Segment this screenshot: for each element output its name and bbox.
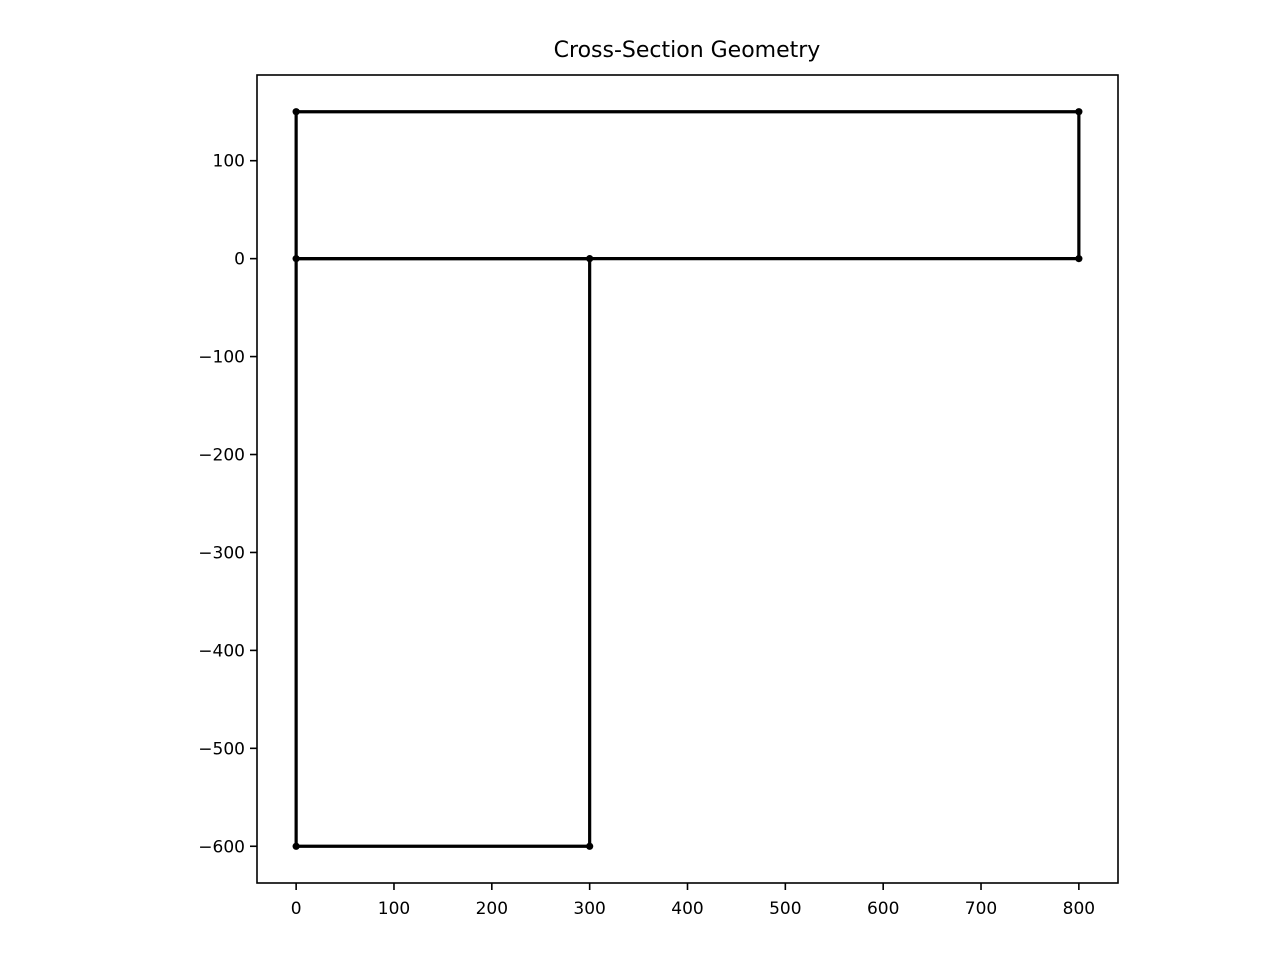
x-axis: 0 100 200 300 400 500 600 700 800 <box>291 883 1095 919</box>
x-tick-label: 300 <box>573 899 605 919</box>
x-tick-label: 0 <box>291 899 302 919</box>
y-tick-label: −200 <box>198 446 245 466</box>
section-edges <box>294 110 1081 848</box>
y-tick-label: −500 <box>198 739 245 759</box>
vertex-point-3 <box>292 255 300 263</box>
vertex-point-1 <box>292 108 300 116</box>
vertex-point-5 <box>1075 255 1083 263</box>
x-tick-label: 500 <box>769 899 801 919</box>
y-axis: 100 0 −100 −200 −300 −400 −500 −600 <box>198 152 257 857</box>
x-tick-label: 400 <box>671 899 703 919</box>
y-tick-label: −100 <box>198 348 245 368</box>
x-tick-label: 100 <box>378 899 410 919</box>
vertex-point-2 <box>1075 108 1083 116</box>
vertex-point-7 <box>586 842 594 850</box>
y-tick-label: −600 <box>198 837 245 857</box>
x-tick-label: 700 <box>965 899 997 919</box>
y-tick-label: 100 <box>213 152 245 172</box>
vertex-point-4 <box>586 255 594 263</box>
section-nodes <box>292 108 1083 850</box>
x-tick-label: 600 <box>867 899 899 919</box>
y-tick-label: −400 <box>198 641 245 661</box>
x-tick-label: 200 <box>476 899 508 919</box>
y-tick-label: 0 <box>234 250 245 270</box>
chart-title: Cross-Section Geometry <box>554 38 821 63</box>
vertex-point-6 <box>292 842 300 850</box>
y-tick-label: −300 <box>198 543 245 563</box>
x-tick-label: 800 <box>1063 899 1095 919</box>
